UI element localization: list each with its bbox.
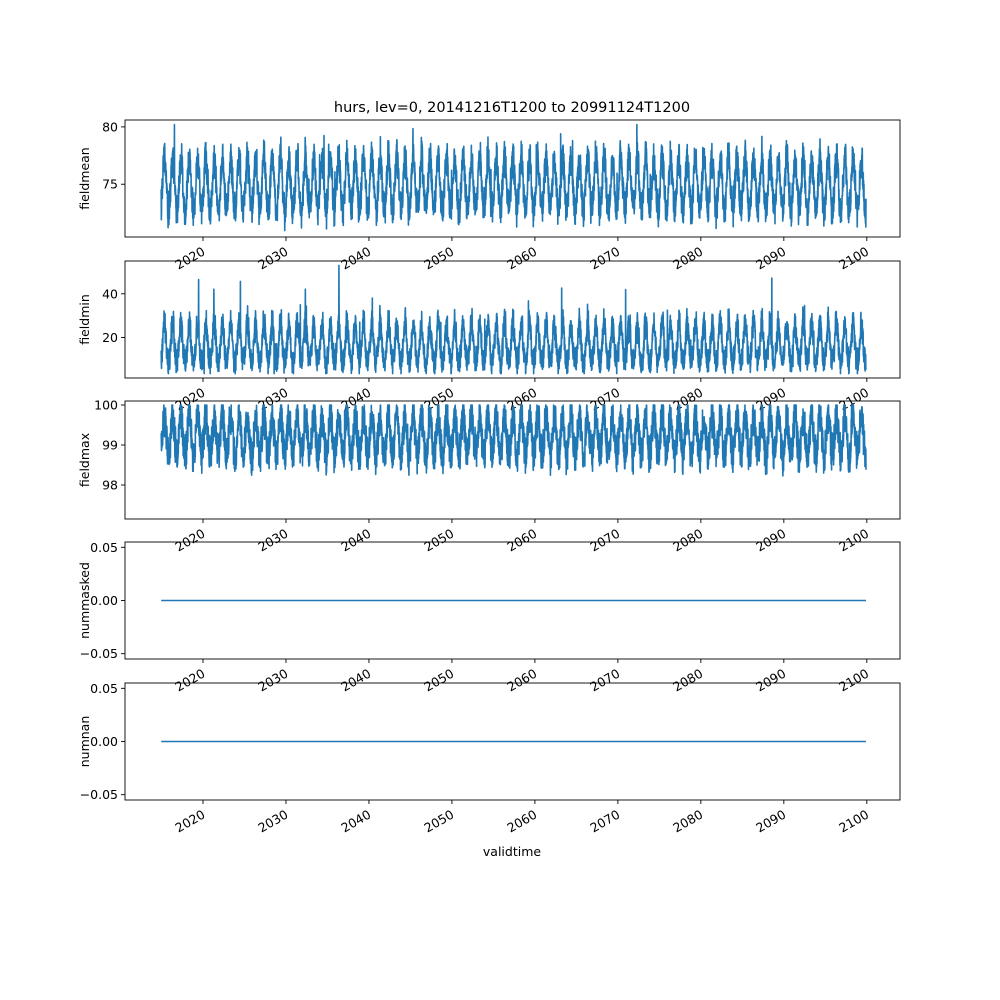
x-axis-label: validtime [483,844,541,859]
line-series-fieldmin [160,264,867,375]
y-tick-label: 40 [102,286,118,301]
y-tick-label: 99 [102,438,118,453]
y-axis-label: fieldmean [77,147,92,209]
y-axis-label: nummasked [77,562,92,639]
axes-frame [124,400,901,520]
y-tick-label: 0.00 [90,734,118,749]
y-tick-label: 20 [102,330,118,345]
y-tick-label: −0.05 [80,787,118,802]
y-tick-label: 75 [102,177,118,192]
y-axis-label: fieldmax [77,433,92,487]
y-tick-label: 80 [102,119,118,134]
figure-title: hurs, lev=0, 20141216T1200 to 20991124T1… [334,100,690,116]
axes-frame [124,119,901,238]
y-tick-label: 100 [94,398,118,413]
axes-frame [124,260,901,379]
y-tick-label: 0.00 [90,593,118,608]
y-tick-label: 98 [102,478,118,493]
y-tick-label: −0.05 [80,646,118,661]
line-series-fieldmean [160,123,867,232]
y-tick-label: 0.05 [90,540,118,555]
y-axis-label: numnan [77,716,92,768]
y-axis-label: fieldmin [77,294,92,345]
y-tick-label: 0.05 [90,681,118,696]
line-series-fieldmax [160,404,867,477]
